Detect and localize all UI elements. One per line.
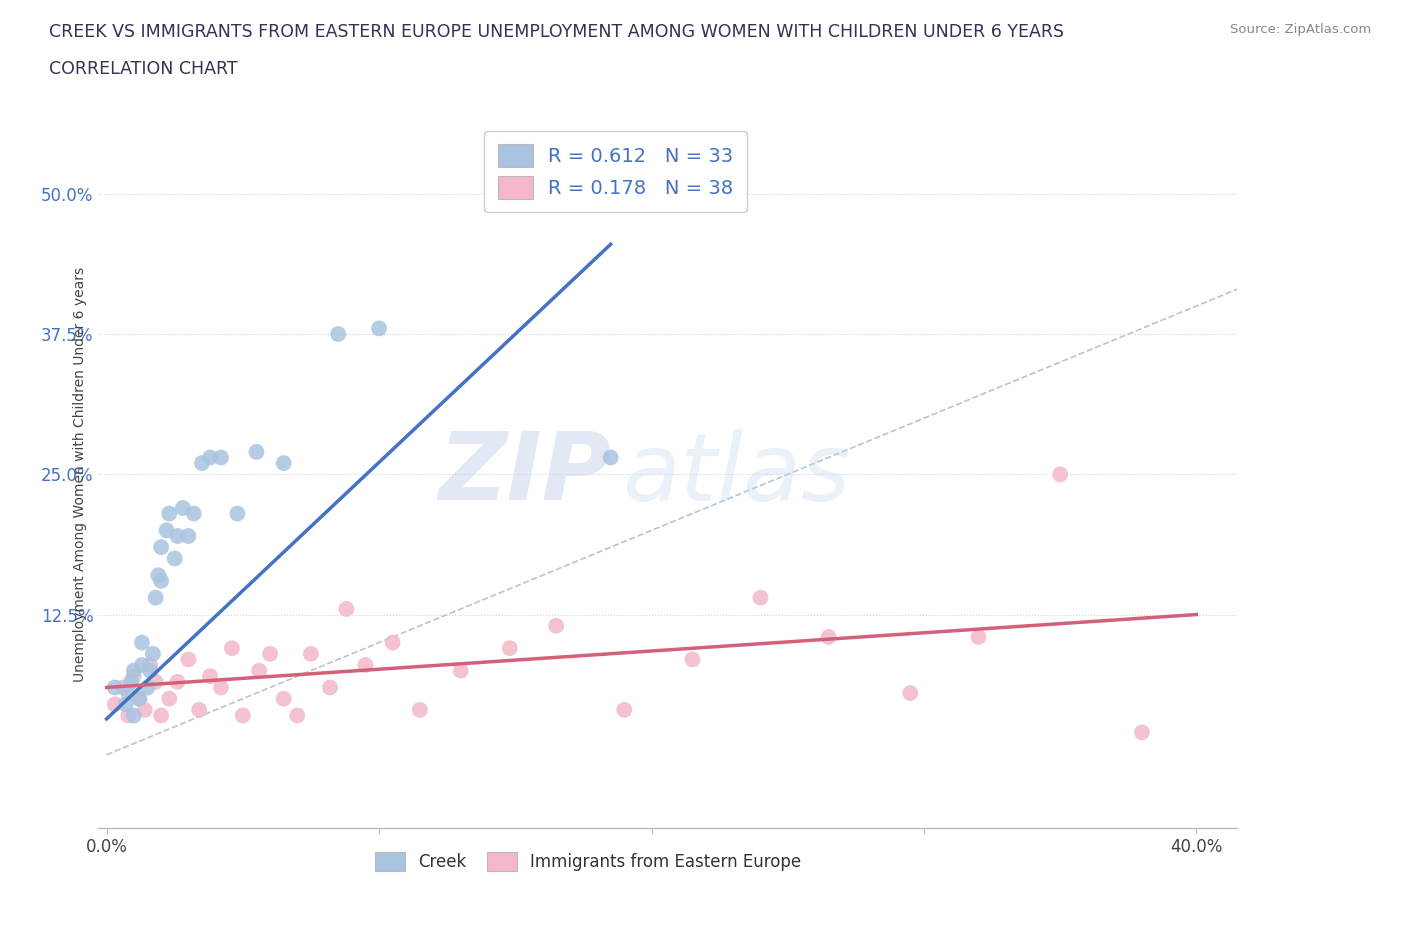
Point (128, 691, 150, 706)
Point (150, 574, 173, 589)
Point (681, 652, 703, 667)
Text: CORRELATION CHART: CORRELATION CHART (49, 60, 238, 78)
Point (409, 702, 432, 717)
Point (139, 663, 162, 678)
Point (139, 658, 162, 672)
Point (122, 663, 145, 678)
Point (163, 551, 186, 565)
Point (157, 506, 180, 521)
Legend: Creek, Immigrants from Eastern Europe: Creek, Immigrants from Eastern Europe (363, 841, 813, 883)
Point (546, 618, 568, 633)
Point (381, 635, 404, 650)
Text: ZIP: ZIP (439, 429, 612, 520)
Point (191, 456, 214, 471)
Point (368, 321, 391, 336)
Point (967, 630, 990, 644)
Point (499, 641, 522, 656)
Point (114, 697, 136, 711)
Text: CREEK VS IMMIGRANTS FROM EASTERN EUROPE UNEMPLOYMENT AMONG WOMEN WITH CHILDREN U: CREEK VS IMMIGRANTS FROM EASTERN EUROPE … (49, 23, 1064, 41)
Point (166, 528, 188, 543)
Point (273, 456, 295, 471)
Point (128, 691, 150, 706)
Point (150, 708, 173, 723)
Point (613, 702, 636, 717)
Point (117, 708, 139, 723)
Point (354, 658, 377, 672)
Point (198, 669, 221, 684)
Point (749, 591, 772, 605)
Point (247, 663, 270, 678)
Point (122, 669, 145, 684)
Point (259, 646, 281, 661)
Point (221, 641, 243, 656)
Point (319, 680, 342, 695)
Point (177, 652, 200, 667)
Point (599, 450, 621, 465)
Point (209, 680, 232, 695)
Point (183, 506, 205, 521)
Point (104, 697, 127, 711)
Point (172, 500, 194, 515)
Point (198, 450, 221, 465)
Point (328, 326, 350, 341)
Point (122, 708, 145, 723)
Point (531, 186, 554, 201)
Point (450, 663, 472, 678)
Point (145, 591, 167, 605)
Point (1130, 724, 1153, 739)
Point (120, 674, 142, 689)
Point (898, 685, 921, 700)
Point (166, 674, 188, 689)
Point (1049, 467, 1071, 482)
Point (150, 539, 173, 554)
Point (273, 691, 295, 706)
Point (817, 630, 839, 644)
Point (104, 680, 127, 695)
Point (285, 708, 308, 723)
Point (136, 680, 159, 695)
Point (209, 450, 232, 465)
Point (155, 523, 177, 538)
Point (177, 528, 200, 543)
Text: Source: ZipAtlas.com: Source: ZipAtlas.com (1230, 23, 1371, 36)
Point (232, 708, 254, 723)
Point (111, 680, 134, 695)
Point (142, 646, 165, 661)
Point (335, 602, 357, 617)
Point (131, 658, 153, 672)
Point (117, 685, 139, 700)
Point (145, 674, 167, 689)
Point (245, 445, 267, 459)
Point (188, 702, 211, 717)
Point (148, 568, 170, 583)
Point (134, 702, 156, 717)
Point (157, 691, 180, 706)
Text: atlas: atlas (623, 429, 851, 520)
Point (131, 635, 153, 650)
Point (226, 506, 249, 521)
Y-axis label: Unemployment Among Women with Children Under 6 years: Unemployment Among Women with Children U… (73, 267, 87, 682)
Point (299, 646, 322, 661)
